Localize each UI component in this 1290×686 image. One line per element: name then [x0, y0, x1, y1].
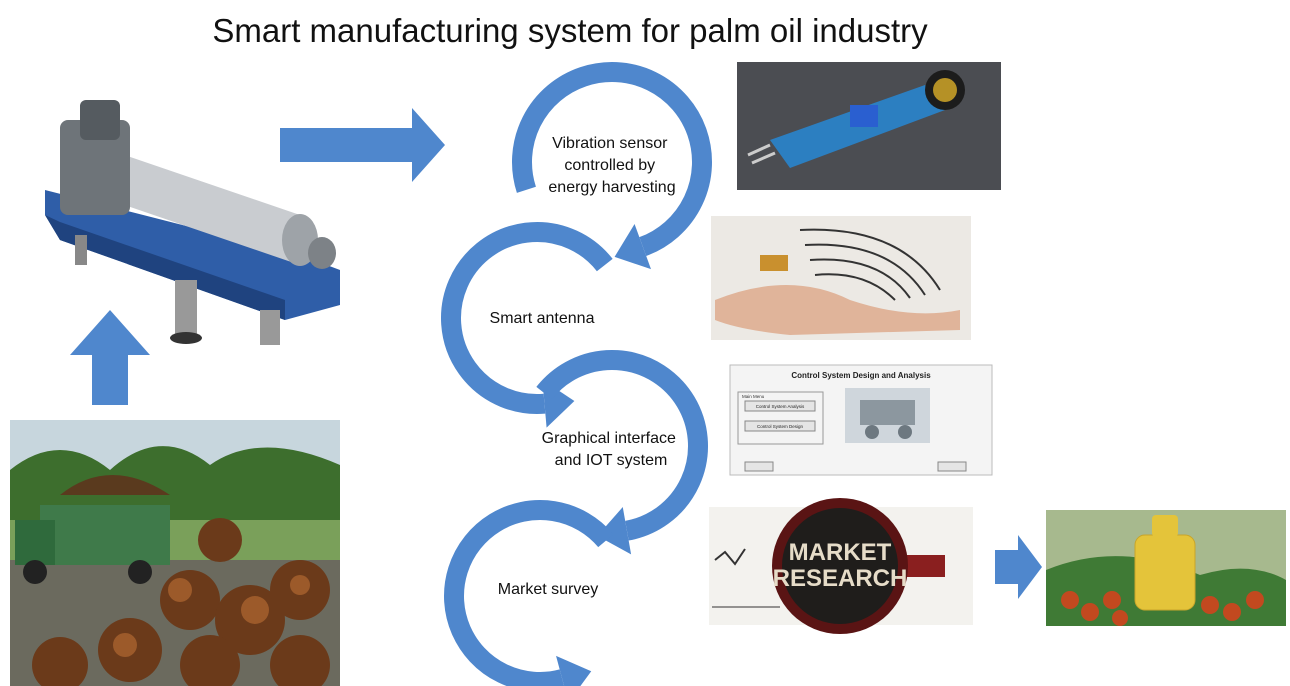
screen-button: Control System Analysis: [756, 404, 805, 409]
market-text: MARKET: [789, 539, 892, 566]
diagram: Smart manufacturing system for palm oil …: [0, 0, 1290, 686]
screen-button: Control System Design: [757, 424, 804, 429]
arrow-right: [280, 108, 445, 182]
antenna-image: [711, 216, 971, 340]
arrow-right-small: [995, 535, 1042, 599]
palm-oil-image: [1046, 510, 1286, 626]
step-label: Graphical interface and IOT system: [542, 430, 681, 469]
label-line: and IOT system: [555, 452, 668, 469]
label-line: Smart antenna: [490, 310, 595, 327]
label-line: controlled by: [564, 157, 655, 174]
plantation-image: [10, 420, 340, 686]
market-research-image: MARKET RESEARCH: [709, 498, 973, 634]
label-line: Graphical interface: [542, 430, 676, 447]
control-screen-image: Control System Design and Analysis Main …: [730, 365, 992, 475]
label-line: energy harvesting: [548, 179, 675, 196]
step-label: Vibration sensor controlled by energy ha…: [548, 135, 675, 196]
step-label: Smart antenna: [490, 310, 595, 327]
title: Smart manufacturing system for palm oil …: [212, 12, 928, 49]
market-text: RESEARCH: [773, 565, 908, 592]
screen-menu: Main Menu: [742, 394, 765, 399]
sensor-image: [737, 62, 1001, 190]
arrow-up: [70, 310, 150, 405]
step-label: Market survey: [498, 581, 598, 598]
label-line: Vibration sensor: [552, 135, 668, 152]
screen-title: Control System Design and Analysis: [791, 371, 931, 380]
label-line: Market survey: [498, 581, 598, 598]
